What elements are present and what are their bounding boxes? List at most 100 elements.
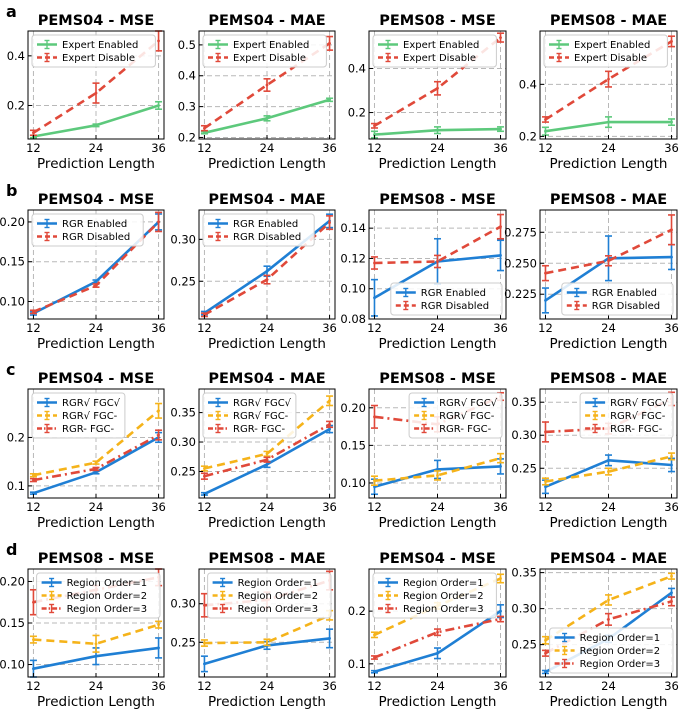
data-point (499, 225, 502, 229)
data-point (328, 422, 331, 426)
x-tick-label: 12 (26, 141, 41, 155)
chart-panel-1: 12 24 36 0.2 0.3 0.4 0.5 PEMS04 - MAE Prediction… (178, 13, 337, 172)
y-tick-label: 0.14 (340, 221, 366, 235)
y-tick-label: 0.1 (348, 657, 366, 671)
x-tick-label: 36 (493, 679, 508, 693)
data-point (328, 637, 331, 640)
data-point (265, 452, 269, 456)
legend-box (202, 34, 327, 68)
panel-title: PEMS08 - MAE (550, 13, 667, 29)
data-point (499, 254, 502, 257)
data-point (607, 598, 610, 602)
data-point (607, 618, 610, 621)
y-tick-label: 0.10 (340, 282, 366, 296)
legend-label: RGR- FGC- (439, 424, 492, 435)
legend-label: Region Order=1 (403, 578, 484, 589)
legend-box (31, 213, 144, 247)
data-point (94, 461, 98, 465)
data-point (265, 269, 269, 273)
y-tick-label: 0.2 (7, 430, 25, 444)
legend-label: RGR√ FGC- (62, 411, 118, 422)
series-line (545, 228, 673, 275)
y-tick-label: 0.35 (511, 566, 537, 580)
data-point (373, 124, 376, 128)
y-tick-label: 0.4 (178, 69, 196, 83)
y-tick-label: 0.30 (170, 435, 196, 449)
legend-label: Region Order=3 (403, 604, 484, 615)
x-axis-label: Prediction Length (379, 694, 497, 710)
legend-label: RGR√ FGC√ (439, 398, 498, 409)
data-point (436, 474, 439, 477)
legend: RGR Enabled RGR Disabled (390, 282, 503, 316)
data-point (203, 131, 206, 135)
data-point (544, 430, 547, 434)
panel-title: PEMS08 - MAE (550, 371, 667, 387)
data-point (373, 415, 376, 419)
series-1 (370, 452, 505, 487)
series-0 (370, 126, 505, 139)
row-label-c: c (6, 360, 15, 379)
x-tick-label: 36 (664, 679, 679, 693)
legend-label: Region Order=3 (580, 659, 661, 670)
legend-box (549, 627, 674, 674)
y-tick-label: 0.15 (0, 255, 25, 269)
x-tick-label: 24 (260, 500, 275, 514)
y-tick-label: 0.35 (511, 395, 537, 409)
chart-panel-11: 12 24 36 0.25 0.30 0.35 PEMS08 - MAE Prediction… (511, 371, 678, 531)
x-tick-label: 24 (430, 141, 445, 155)
row-label-d: d (6, 540, 17, 559)
x-axis-label: Prediction Length (379, 515, 497, 531)
legend-label: RGR√ FGC- (233, 411, 289, 422)
legend-label: Region Order=1 (238, 578, 319, 589)
x-axis-label: Prediction Length (379, 156, 497, 172)
data-point (544, 485, 547, 489)
chart-panel-0: 12 24 36 0.2 0.4 PEMS04 - MSE Prediction Lengt… (7, 13, 166, 172)
panel-title: PEMS04 - MAE (550, 551, 667, 567)
x-tick-label: 12 (197, 500, 212, 514)
data-point (328, 98, 331, 102)
data-point (32, 638, 35, 642)
series-line (374, 456, 501, 482)
legend: Region Order=1 Region Order=2 Region Order… (549, 627, 674, 674)
legend: Expert Enabled Expert Disable (202, 34, 327, 68)
legend-label: RGR- FGC- (62, 424, 115, 435)
legend-label: Region Order=2 (403, 591, 484, 602)
x-tick-label: 12 (538, 679, 553, 693)
data-point (436, 630, 439, 634)
x-tick-label: 12 (538, 141, 553, 155)
x-tick-label: 36 (151, 321, 166, 335)
legend-label: Region Order=1 (67, 578, 148, 589)
legend-label: RGR√ FGC√ (233, 398, 292, 409)
x-tick-label: 12 (26, 679, 41, 693)
x-tick-label: 24 (260, 141, 275, 155)
chart-panel-10: 12 24 36 0.10 0.15 0.20 PEMS08 - MSE Prediction… (340, 371, 507, 531)
data-point (94, 470, 98, 474)
data-point (94, 654, 98, 658)
y-tick-label: 0.15 (0, 616, 25, 630)
y-tick-label: 0.2 (7, 98, 25, 112)
chart-panel-7: 12 24 36 0.225 0.250 0.275 PEMS08 - MAE Predict… (504, 192, 679, 352)
x-tick-label: 12 (538, 321, 553, 335)
series-2 (200, 420, 334, 480)
legend-box (579, 392, 674, 439)
data-point (499, 127, 502, 131)
series-line (33, 623, 159, 646)
x-tick-label: 12 (26, 321, 41, 335)
x-axis-label: Prediction Length (208, 336, 326, 352)
series-line (33, 409, 160, 477)
data-point (373, 656, 376, 659)
data-point (328, 427, 331, 431)
legend-box (372, 34, 497, 68)
y-tick-label: 0.20 (0, 574, 25, 588)
chart-panel-3: 12 24 36 0.2 0.4 PEMS08 - MAE Prediction Lengt… (519, 13, 679, 172)
data-point (32, 131, 35, 135)
chart-panel-15: 12 24 36 0.25 0.30 0.35 PEMS04 - MAE Prediction… (511, 551, 678, 710)
series-0 (541, 454, 676, 495)
x-axis-label: Prediction Length (37, 694, 155, 710)
data-point (94, 91, 98, 95)
data-point (32, 667, 35, 671)
legend-label: RGR Enabled (62, 219, 127, 230)
y-tick-label: 0.1 (7, 479, 25, 493)
y-tick-label: 0.2 (178, 130, 196, 144)
legend-label: RGR√ FGC√ (610, 398, 669, 409)
